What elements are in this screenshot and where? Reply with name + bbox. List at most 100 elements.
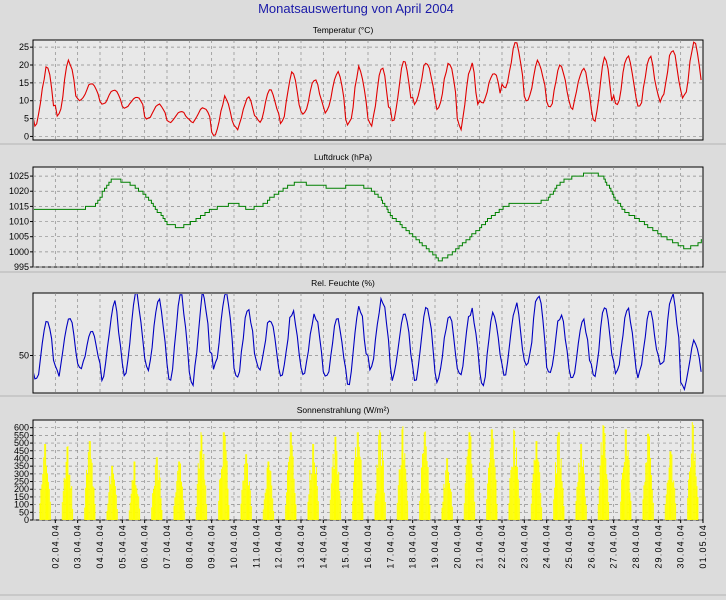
radiation-bar: [584, 496, 586, 520]
radiation-bar: [623, 462, 625, 520]
x-tick-label: 07.04.04: [162, 524, 172, 569]
radiation-bar: [696, 486, 698, 520]
radiation-bar: [578, 462, 580, 520]
radiation-bar: [288, 461, 289, 520]
radiation-bar: [697, 497, 699, 520]
radiation-bar: [581, 444, 583, 520]
radiation-bar: [374, 501, 376, 520]
radiation-bar: [90, 458, 92, 520]
radiation-bar: [599, 465, 601, 520]
radiation-bar: [579, 472, 581, 520]
radiation-bar: [88, 441, 90, 520]
radiation-bar: [151, 507, 153, 520]
radiation-bar: [406, 481, 408, 520]
radiation-bar: [309, 470, 311, 520]
radiation-bar: [405, 468, 407, 520]
radiation-bar: [221, 466, 223, 520]
radiation-bar: [94, 504, 96, 520]
radiation-bar: [621, 479, 623, 520]
radiation-bar: [159, 477, 161, 520]
radiation-bar: [267, 461, 269, 520]
radiation-bar: [273, 511, 275, 520]
radiation-bar: [630, 500, 632, 520]
radiation-bar: [183, 510, 185, 520]
x-tick-label: 27.04.04: [609, 524, 619, 569]
radiation-bar: [514, 430, 516, 520]
radiation-bar: [557, 432, 559, 520]
radiation-bar: [286, 492, 288, 520]
radiation-bar: [420, 493, 422, 520]
x-tick-label: 11.04.04: [251, 524, 261, 568]
y-tick-label: 50: [19, 351, 29, 361]
radiation-bar: [693, 460, 695, 520]
radiation-bar: [43, 457, 45, 520]
radiation-bar: [624, 429, 626, 520]
radiation-bar: [582, 466, 583, 520]
radiation-bar: [561, 481, 563, 520]
radiation-bar: [291, 445, 293, 520]
radiation-bar: [426, 461, 428, 520]
radiation-bar: [46, 465, 47, 520]
radiation-bar: [422, 452, 424, 520]
radiation-bar: [354, 460, 355, 520]
radiation-bar: [444, 487, 446, 520]
radiation-bar: [334, 436, 336, 520]
radiation-bar: [262, 509, 264, 520]
radiation-bar: [463, 503, 465, 520]
radiation-bar: [71, 486, 73, 520]
grid-temperature: [33, 40, 703, 140]
radiation-bar: [136, 488, 138, 520]
x-tick-label: 06.04.04: [140, 524, 150, 569]
y-axis-temperature: 0 5 10 15 20 25: [19, 42, 33, 141]
radiation-bar: [397, 485, 399, 520]
y-tick-label: 150: [14, 492, 29, 502]
radiation-bar: [315, 467, 317, 520]
radiation-bar: [133, 461, 135, 520]
y-tick-label: 50: [19, 507, 29, 517]
radiation-bar: [66, 446, 68, 520]
x-tick-label: 09.04.04: [207, 524, 217, 569]
radiation-bar: [642, 499, 644, 520]
radiation-bar: [600, 442, 602, 520]
y-tick-label: 1010: [9, 217, 29, 227]
radiation-bar: [226, 460, 228, 520]
radiation-bar: [174, 497, 176, 520]
radiation-bar: [158, 470, 160, 520]
radiation-bar: [510, 470, 512, 520]
radiation-bar: [558, 432, 560, 520]
radiation-bar: [625, 429, 627, 520]
radiation-bar: [48, 488, 50, 520]
radiation-bar: [114, 486, 116, 520]
y-tick-label: 1020: [9, 186, 29, 196]
radiation-bar: [556, 473, 557, 520]
radiation-bar: [134, 461, 136, 520]
radiation-bar: [531, 482, 533, 520]
radiation-bar: [329, 499, 331, 520]
radiation-bar: [242, 480, 244, 520]
radiation-bar: [691, 422, 693, 520]
radiation-bar: [667, 480, 669, 520]
radiation-bar: [177, 470, 179, 520]
radiation-bar: [221, 469, 222, 520]
radiation-bar: [68, 474, 70, 520]
radiation-bar: [272, 498, 274, 520]
y-tick-label: 10: [19, 96, 29, 106]
radiation-bar: [112, 465, 114, 520]
radiation-bar: [403, 459, 405, 520]
radiation-bar: [200, 432, 202, 520]
radiation-bar: [223, 432, 225, 520]
y-tick-label: 25: [19, 42, 29, 52]
radiation-bar: [646, 462, 648, 520]
radiation-bar: [154, 485, 155, 520]
radiation-bar: [400, 465, 402, 520]
radiation-bar: [464, 483, 466, 520]
radiation-bar: [154, 464, 156, 520]
radiation-bar: [688, 479, 690, 520]
radiation-bar: [290, 432, 292, 520]
radiation-bar: [111, 465, 113, 520]
radiation-bar: [628, 459, 630, 520]
y-tick-label: 20: [19, 60, 29, 70]
y-tick-label: 350: [14, 461, 29, 471]
radiation-bar: [294, 493, 296, 520]
radiation-bar: [536, 441, 538, 520]
